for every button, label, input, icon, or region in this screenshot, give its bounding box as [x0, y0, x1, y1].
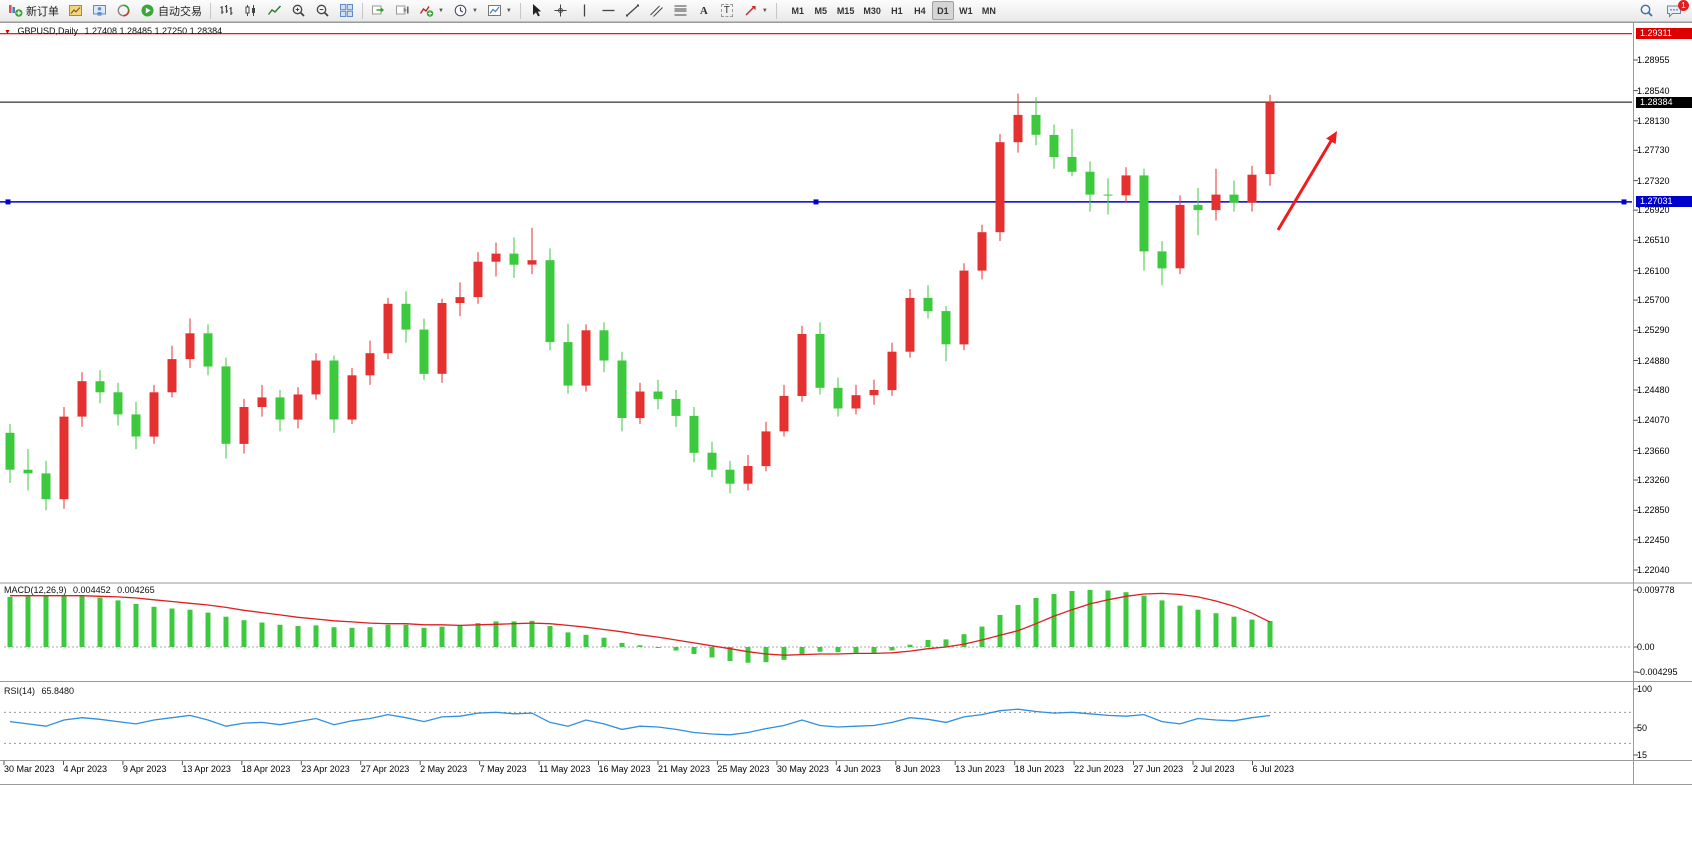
autotrading-icon: [141, 4, 154, 17]
line-chart-icon: [267, 5, 282, 15]
text-icon: A: [699, 4, 708, 17]
toolbar-right-group: 1: [1635, 0, 1689, 20]
arrow-shape-icon: [745, 6, 756, 16]
text-label-icon: T: [720, 4, 733, 17]
new-order-label: 新订单: [26, 5, 59, 18]
market-watch-icon: [117, 4, 130, 17]
horizontal-line-icon: [602, 9, 615, 12]
autotrading-button[interactable]: 自动交易: [136, 1, 206, 20]
indicators-button[interactable]: ▼: [415, 1, 448, 20]
new-order-icon: [9, 5, 23, 17]
hline-handle[interactable]: [1621, 199, 1627, 205]
autotrading-label: 自动交易: [158, 5, 202, 18]
timeframe-button-mn[interactable]: MN: [978, 1, 1000, 20]
crosshair-button[interactable]: [549, 1, 572, 20]
search-icon: [1640, 4, 1653, 17]
text-button[interactable]: A: [693, 1, 715, 20]
tile-windows-button[interactable]: [335, 1, 358, 20]
clock-icon: [454, 4, 467, 17]
templates-icon: [487, 5, 501, 16]
timeframe-button-m30[interactable]: M30: [859, 1, 885, 20]
profiles-icon: [93, 5, 106, 16]
fibonacci-icon: [674, 5, 687, 16]
chevron-down-icon: ▼: [505, 7, 512, 14]
bar-chart-icon: [220, 5, 233, 15]
timeframe-group: M1 M5 M15 M30 H1 H4 D1 W1 MN: [787, 1, 1000, 20]
zoom-out-icon: [316, 4, 329, 17]
trendline-button[interactable]: [621, 1, 644, 20]
rsi-pane: [4, 708, 1632, 744]
timeframe-button-d1[interactable]: D1: [931, 1, 954, 20]
timeframe-button-h4[interactable]: H4: [909, 1, 931, 20]
horizontal-line-button[interactable]: [597, 1, 620, 20]
cursor-icon: [532, 4, 541, 17]
chevron-down-icon: ▼: [761, 7, 768, 14]
timeframe-button-h1[interactable]: H1: [886, 1, 908, 20]
notifications-button[interactable]: 1: [1662, 0, 1689, 20]
text-label-button[interactable]: T: [716, 1, 738, 20]
new-chart-icon: [69, 5, 82, 16]
chevron-down-icon: ▼: [438, 7, 444, 14]
chevron-down-icon: ▼: [471, 7, 478, 14]
toolbar-separator: [519, 2, 521, 19]
toolbar-separator: [775, 2, 777, 19]
scale-ticks: [3, 59, 1638, 765]
periods-button[interactable]: ▼: [449, 1, 482, 20]
indicators-icon: [419, 6, 434, 17]
market-watch-button[interactable]: [112, 1, 135, 20]
timeframe-button-m1[interactable]: M1: [787, 1, 809, 20]
new-chart-button[interactable]: [64, 1, 87, 20]
bar-chart-button[interactable]: [215, 1, 238, 20]
timeframe-button-m5[interactable]: M5: [810, 1, 832, 20]
channel-button[interactable]: [645, 1, 668, 20]
line-chart-button[interactable]: [263, 1, 286, 20]
arrow-annotation[interactable]: [1276, 131, 1337, 231]
toolbar: 新订单 自动交易 ▼ ▼ ▼ A T ▼ M1 M5 M15 M30 H1 H4 D1 W1 M…: [0, 0, 1692, 22]
timeframe-button-m15[interactable]: M15: [833, 1, 859, 20]
cursor-button[interactable]: [525, 1, 548, 20]
zoom-out-button[interactable]: [311, 1, 334, 20]
toolbar-separator: [362, 2, 363, 19]
templates-button[interactable]: ▼: [483, 1, 516, 20]
toolbar-separator: [210, 2, 211, 19]
zoom-in-icon: [292, 4, 305, 17]
zoom-in-button[interactable]: [287, 1, 310, 20]
hline-handle[interactable]: [5, 199, 11, 205]
candles-layer: [5, 93, 1275, 511]
chart-shift-icon: [396, 5, 409, 15]
candlestick-chart-button[interactable]: [239, 1, 262, 20]
search-button[interactable]: [1635, 1, 1658, 20]
chart-frame: [0, 22, 1692, 785]
auto-scroll-button[interactable]: [367, 1, 390, 20]
fibonacci-button[interactable]: [669, 1, 692, 20]
channel-icon: [650, 5, 663, 17]
vertical-line-icon: [583, 4, 586, 17]
profiles-button[interactable]: [88, 1, 111, 20]
vertical-line-button[interactable]: [573, 1, 596, 20]
notification-badge: 1: [1678, 0, 1689, 11]
tile-windows-icon: [340, 4, 353, 17]
trendline-icon: [625, 4, 639, 17]
macd-pane: [4, 589, 1632, 663]
hline-handle[interactable]: [813, 199, 819, 205]
arrows-button[interactable]: ▼: [739, 1, 772, 20]
timeframe-button-w1[interactable]: W1: [955, 1, 977, 20]
chart-shift-button[interactable]: [391, 1, 414, 20]
candlestick-chart-icon: [245, 5, 255, 16]
auto-scroll-icon: [372, 5, 385, 15]
crosshair-icon: [554, 4, 567, 17]
new-order-button[interactable]: 新订单: [4, 1, 63, 20]
